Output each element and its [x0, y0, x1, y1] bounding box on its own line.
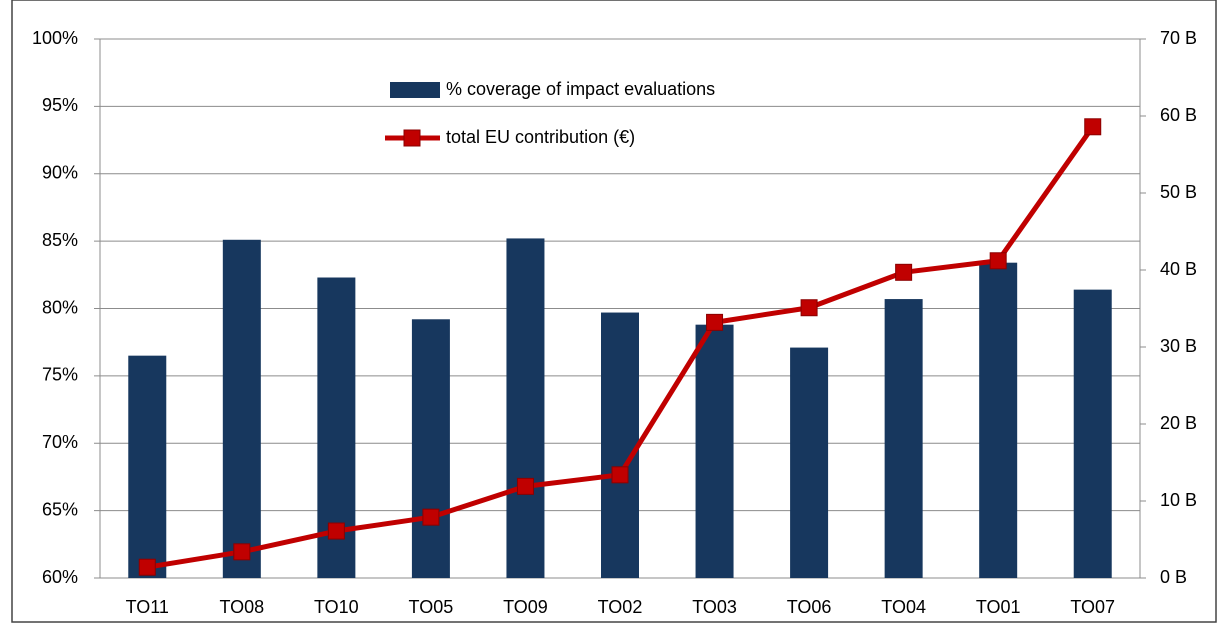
x-tick-label: TO10: [314, 597, 359, 617]
x-tick-label: TO05: [409, 597, 454, 617]
bar: [411, 319, 450, 578]
y2-tick-label: 50 B: [1160, 182, 1197, 202]
line-marker: [422, 508, 440, 526]
bar: [884, 299, 923, 578]
bar: [979, 262, 1018, 578]
x-tick-label: TO04: [881, 597, 926, 617]
x-tick-label: TO08: [219, 597, 264, 617]
line-marker: [138, 558, 156, 576]
bar: [128, 355, 167, 578]
line-marker: [895, 263, 913, 281]
x-tick-label: TO06: [787, 597, 832, 617]
x-tick-label: TO01: [976, 597, 1021, 617]
bar: [601, 312, 639, 578]
line-marker: [516, 477, 534, 495]
y-tick-label: 90%: [42, 163, 78, 183]
y2-tick-label: 20 B: [1160, 413, 1197, 433]
y-tick-label: 60%: [42, 567, 78, 587]
line-marker: [706, 313, 724, 331]
y2-tick-label: 40 B: [1160, 259, 1197, 279]
x-tick-label: TO07: [1070, 597, 1115, 617]
x-tick-label: TO03: [692, 597, 737, 617]
x-tick-label: TO09: [503, 597, 548, 617]
y2-tick-label: 70 B: [1160, 28, 1197, 48]
x-tick-label: TO11: [126, 597, 169, 617]
bar: [695, 324, 734, 578]
y-tick-label: 65%: [42, 499, 78, 519]
y-tick-label: 85%: [42, 230, 78, 250]
legend-swatch: [403, 129, 421, 147]
bar: [506, 238, 545, 578]
chart-frame: [11, 0, 1217, 623]
y-tick-label: 80%: [42, 297, 78, 317]
y2-tick-label: 30 B: [1160, 336, 1197, 356]
line-marker: [327, 522, 345, 540]
y-tick-label: 70%: [42, 432, 78, 452]
x-tick-label: TO02: [598, 597, 643, 617]
y-tick-label: 100%: [32, 28, 78, 48]
bar: [1073, 289, 1112, 578]
y-tick-label: 95%: [42, 95, 78, 115]
line-marker: [611, 466, 629, 484]
y-tick-label: 75%: [42, 365, 78, 385]
bar: [790, 347, 829, 578]
line-marker: [1084, 118, 1102, 136]
legend-swatch: [390, 82, 440, 98]
line-marker: [233, 543, 251, 561]
y2-tick-label: 60 B: [1160, 105, 1197, 125]
y2-tick-label: 10 B: [1160, 490, 1197, 510]
bar: [222, 239, 261, 578]
line-marker: [989, 252, 1007, 270]
line-marker: [800, 299, 818, 317]
legend-label: total EU contribution (€): [446, 127, 635, 147]
y2-tick-label: 0 B: [1160, 567, 1187, 587]
legend-label: % coverage of impact evaluations: [446, 79, 715, 99]
